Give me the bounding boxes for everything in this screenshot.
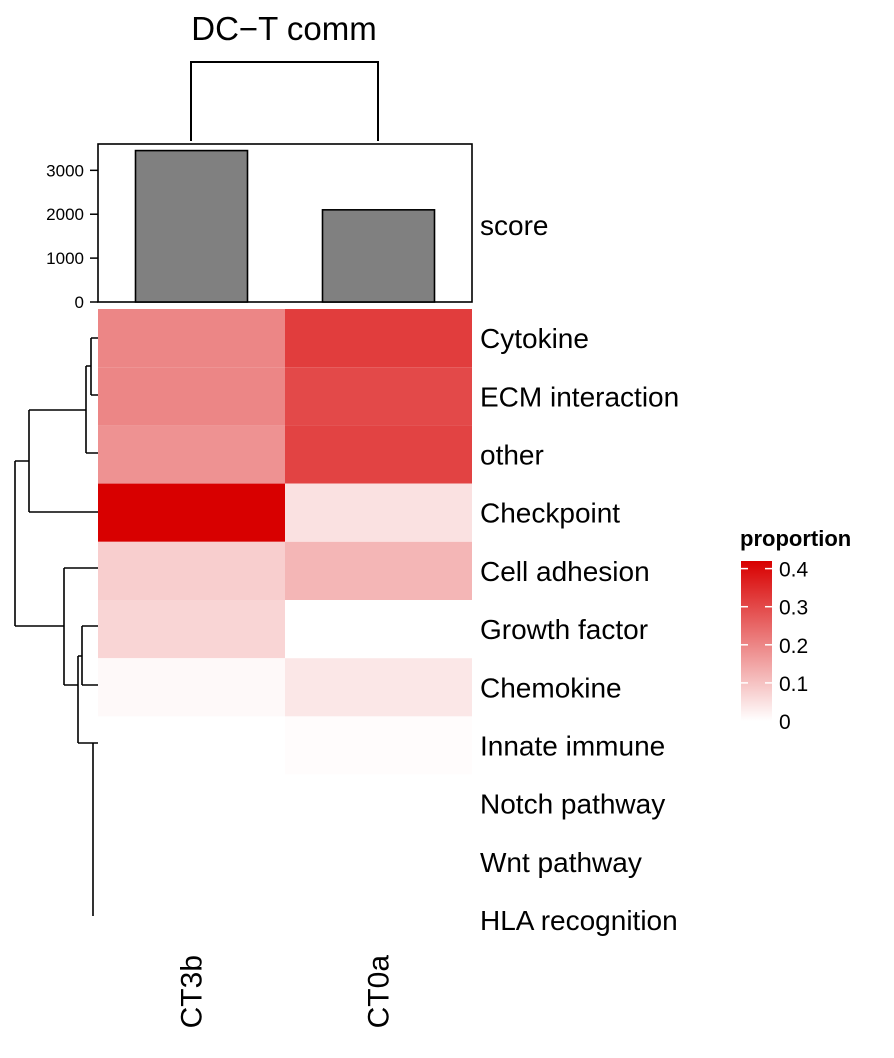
row-label: Notch pathway — [480, 789, 665, 820]
heatmap-cell — [285, 658, 472, 717]
column-dendrogram — [190, 61, 379, 141]
heatmap-cell — [98, 367, 285, 426]
heatmap-cell — [285, 309, 472, 368]
row-label: Chemokine — [480, 672, 622, 703]
heatmap-cell — [285, 483, 472, 542]
row-label: Cytokine — [480, 323, 589, 354]
heatmap-cell — [98, 425, 285, 484]
heatmap-cell — [285, 541, 472, 600]
score-tick-label: 2000 — [46, 205, 84, 224]
heatmap-cell — [285, 425, 472, 484]
row-label: Innate immune — [480, 731, 665, 762]
heatmap-cell — [98, 658, 285, 717]
heatmap-cell — [98, 309, 285, 368]
heatmap-cell — [98, 600, 285, 659]
heatmap-cell — [285, 891, 472, 950]
chart-title: DC−T comm — [191, 10, 377, 47]
proportion-legend: proportion 0 0.1 0.2 0.3 0.4 — [740, 526, 851, 734]
legend-tick-label: 0 — [779, 711, 791, 734]
legend-tick-label: 0.2 — [779, 635, 808, 658]
heatmap-cell — [285, 600, 472, 659]
score-tick-label: 3000 — [46, 161, 84, 180]
legend-tick-label: 0.3 — [779, 597, 808, 620]
heatmap-cell — [98, 891, 285, 950]
column-labels: CT3b CT0a — [176, 955, 396, 1029]
row-label: Growth factor — [480, 614, 648, 645]
row-label: Cell adhesion — [480, 556, 650, 587]
row-labels: Cytokine ECM interaction other Checkpoint Ce… — [480, 323, 679, 936]
row-label: other — [480, 440, 544, 471]
row-label: Checkpoint — [480, 498, 620, 529]
column-label: CT0a — [363, 955, 396, 1029]
legend-tick-label: 0.4 — [779, 559, 809, 582]
score-axis: 0 1000 2000 3000 — [46, 161, 98, 312]
score-tick-label: 1000 — [46, 249, 84, 268]
heatmap-cell — [98, 774, 285, 833]
score-bar — [321, 209, 436, 303]
row-label: HLA recognition — [480, 905, 678, 936]
heatmap-cell — [285, 774, 472, 833]
score-label: score — [480, 210, 548, 241]
legend-tick-label: 0.1 — [779, 673, 808, 696]
score-bar-annotation: 0 1000 2000 3000 score — [46, 143, 548, 312]
legend-title: proportion — [740, 526, 851, 551]
score-tick-label: 0 — [75, 293, 84, 312]
heatmap-cell — [98, 483, 285, 542]
heatmap-cell — [285, 367, 472, 426]
row-label: ECM interaction — [480, 381, 679, 412]
heatmap-cell — [285, 832, 472, 891]
legend-ticks: 0 0.1 0.2 0.3 0.4 — [741, 559, 809, 734]
row-label: Wnt pathway — [480, 847, 642, 878]
score-bar — [134, 149, 249, 303]
heatmap-cells — [98, 309, 472, 950]
legend-color-bar — [741, 561, 772, 721]
heatmap-cell — [98, 832, 285, 891]
score-bars — [134, 149, 436, 303]
heatmap-cell — [285, 716, 472, 775]
column-label: CT3b — [176, 955, 209, 1028]
row-dendrogram — [14, 337, 98, 916]
heatmap-cell — [98, 716, 285, 775]
heatmap-cell — [98, 541, 285, 600]
